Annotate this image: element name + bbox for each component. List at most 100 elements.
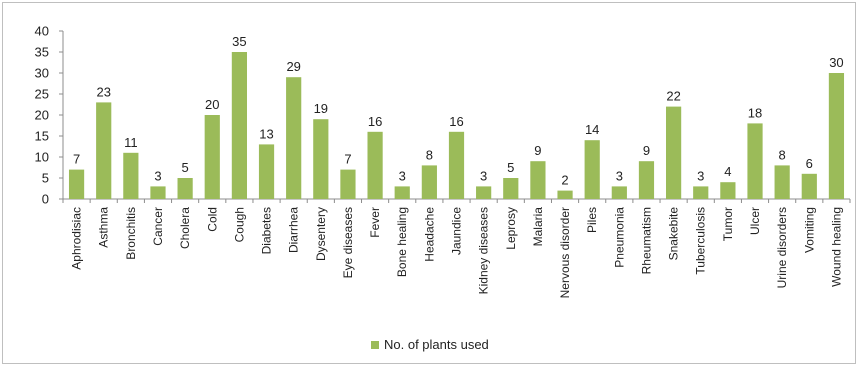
x-category-label: Fever	[368, 207, 382, 238]
x-category-label: Cholera	[178, 207, 192, 249]
bar-leprosy	[503, 178, 519, 199]
data-label: 18	[748, 105, 762, 120]
x-category-label: Snakebite	[667, 207, 681, 261]
bar-vomiting	[801, 173, 817, 199]
bar-cholera	[177, 178, 193, 199]
data-label: 2	[561, 173, 568, 188]
data-label: 9	[534, 143, 541, 158]
bar-cancer	[150, 186, 166, 199]
bar-kidney-diseases	[476, 186, 492, 199]
x-category-label: Wound healing	[829, 207, 843, 287]
data-label: 4	[724, 164, 731, 179]
bar-tuberculosis	[693, 186, 709, 199]
x-category-label: Aphrodisiac	[70, 207, 84, 270]
legend-swatch	[371, 341, 379, 349]
x-category-label: Diabetes	[260, 207, 274, 254]
data-label: 3	[616, 168, 623, 183]
x-category-label: Tuberculosis	[694, 207, 708, 275]
chart-frame: 0 5 10 15 20 25 30 35 40 7 Aphrodisiac 23 Asthma 11 Br…	[2, 2, 856, 364]
x-category-label: Bronchitis	[124, 207, 138, 260]
bar-urine-disorders	[774, 165, 790, 199]
bar-jaundice	[448, 131, 465, 199]
bar-bone-healing	[394, 186, 410, 199]
bar-ulcer	[747, 123, 763, 199]
x-category-label: Bone healing	[395, 207, 409, 277]
x-category-label: Cough	[232, 207, 246, 242]
y-tick-label: 20	[35, 108, 49, 123]
data-label: 16	[368, 114, 382, 129]
data-label: 16	[449, 114, 463, 129]
bar-chart: 05101520253035407Aphrodisiac23Asthma11Br…	[35, 24, 851, 352]
x-category-label: Dysentery	[314, 207, 328, 261]
bar-tumor	[720, 182, 736, 199]
bar-bronchitis	[123, 152, 139, 199]
x-category-label: Cold	[205, 207, 219, 232]
data-label: 6	[806, 156, 813, 171]
bar-snakebite	[666, 106, 682, 199]
data-label: 3	[399, 168, 406, 183]
x-category-label: Vomiting	[802, 207, 816, 253]
x-category-label: Tumor	[721, 207, 735, 241]
y-tick-label: 35	[35, 45, 49, 60]
x-category-label: Headache	[422, 207, 436, 262]
data-label: 14	[585, 122, 599, 137]
data-label: 9	[643, 143, 650, 158]
x-category-label: Leprosy	[504, 207, 518, 250]
y-tick-label: 30	[35, 66, 49, 81]
data-label: 7	[344, 152, 351, 167]
data-label: 7	[73, 152, 80, 167]
data-label: 22	[666, 89, 680, 104]
x-category-label: Eye diseases	[341, 207, 355, 278]
data-label: 8	[779, 147, 786, 162]
data-label: 5	[182, 160, 189, 175]
y-tick-label: 40	[35, 24, 49, 39]
y-tick-label: 10	[35, 150, 49, 165]
y-tick-label: 15	[35, 129, 49, 144]
data-label: 30	[829, 55, 843, 70]
data-label: 20	[205, 97, 219, 112]
data-label: 3	[154, 168, 161, 183]
x-category-label: Piles	[585, 207, 599, 233]
data-label: 3	[697, 168, 704, 183]
bar-nervous-disorder	[557, 190, 573, 199]
legend-label: No. of plants used	[384, 337, 489, 352]
data-label: 8	[426, 147, 433, 162]
bar-fever	[367, 131, 383, 199]
bar-diabetes	[258, 144, 275, 199]
x-category-label: Ulcer	[748, 207, 762, 235]
bar-wound-healing	[828, 73, 845, 199]
bar-piles	[584, 140, 600, 199]
x-category-label: Pneumonia	[612, 207, 626, 268]
bar-aphrodisiac	[68, 169, 85, 199]
bar-cough	[231, 52, 247, 199]
x-category-label: Kidney diseases	[477, 207, 491, 294]
bar-rheumatism	[638, 161, 655, 199]
y-tick-label: 0	[42, 192, 49, 207]
bar-diarrhea	[286, 77, 302, 199]
data-label: 3	[480, 168, 487, 183]
data-label: 11	[124, 135, 138, 150]
data-label: 5	[507, 160, 514, 175]
bar-eye-diseases	[340, 169, 356, 199]
x-category-label: Jaundice	[450, 207, 464, 255]
data-label: 23	[96, 84, 110, 99]
bar-malaria	[530, 161, 546, 199]
bar-pneumonia	[611, 186, 627, 199]
x-category-label: Urine disorders	[775, 207, 789, 288]
x-category-label: Rheumatism	[639, 207, 653, 274]
x-category-label: Cancer	[151, 207, 165, 246]
bar-cold	[204, 115, 220, 199]
x-category-label: Asthma	[97, 207, 111, 248]
data-label: 35	[232, 34, 246, 49]
bar-dysentery	[313, 119, 329, 199]
bar-asthma	[96, 102, 112, 199]
bar-headache	[421, 165, 437, 199]
x-category-label: Nervous disorder	[558, 207, 572, 298]
y-tick-label: 5	[42, 171, 49, 186]
y-tick-label: 25	[35, 87, 49, 102]
data-label: 13	[259, 126, 273, 141]
data-label: 19	[314, 101, 328, 116]
x-category-label: Diarrhea	[287, 207, 301, 253]
x-category-label: Malaria	[531, 207, 545, 247]
data-label: 29	[286, 59, 300, 74]
